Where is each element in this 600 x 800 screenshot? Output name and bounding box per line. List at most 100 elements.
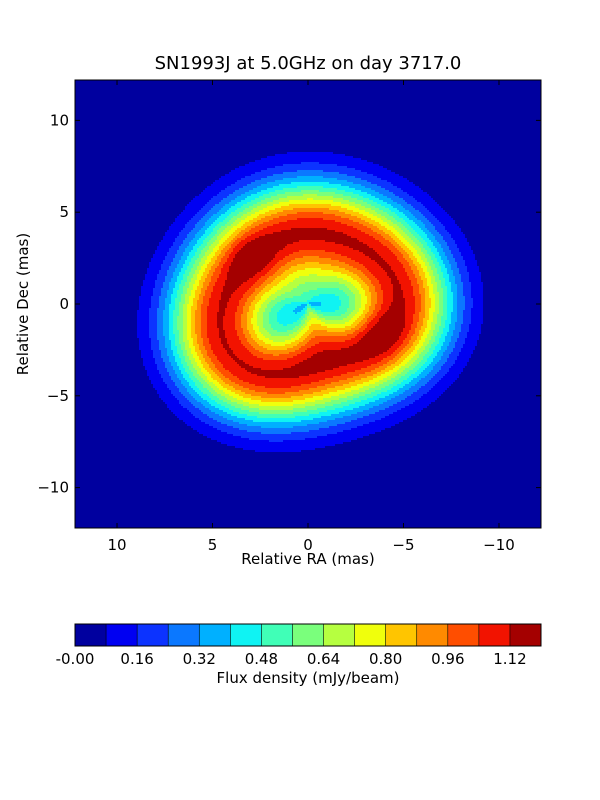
contour-cell <box>345 312 351 314</box>
contour-cell <box>441 270 447 272</box>
contour-cell <box>163 326 169 328</box>
contour-cell <box>377 302 383 304</box>
contour-cell <box>319 412 339 414</box>
contour-cell <box>223 286 239 288</box>
contour-cell <box>207 274 213 276</box>
contour-cell <box>293 328 299 330</box>
contour-cell <box>403 386 411 388</box>
contour-cell <box>247 316 253 318</box>
contour-cell <box>197 242 203 244</box>
contour-cell <box>221 372 231 374</box>
contour-cell <box>401 228 407 230</box>
contour-cell <box>391 302 405 304</box>
contour-cell <box>189 254 195 256</box>
contour-cell <box>217 428 239 430</box>
contour-cell <box>209 364 215 366</box>
contour-cell <box>199 374 205 376</box>
contour-cell <box>435 298 439 300</box>
contour-cell <box>319 262 345 264</box>
contour-cell <box>423 332 429 334</box>
contour-cell <box>411 336 417 338</box>
contour-cell <box>437 320 441 322</box>
contour-cell <box>299 318 303 320</box>
contour-cell <box>397 224 403 226</box>
contour-cell <box>295 278 343 280</box>
contour-cell <box>199 294 205 296</box>
contour-cell <box>415 300 421 302</box>
contour-cell <box>445 254 453 256</box>
contour-cell <box>221 422 239 424</box>
contour-cell <box>219 240 225 242</box>
contour-cell <box>249 296 255 298</box>
contour-cell <box>371 364 383 366</box>
contour-cell <box>229 256 235 258</box>
contour-cell <box>359 308 365 310</box>
contour-cell <box>263 302 269 304</box>
contour-cell <box>159 372 169 374</box>
contour-cell <box>371 204 381 206</box>
contour-cell <box>205 294 211 296</box>
contour-cell <box>457 338 465 340</box>
contour-cell <box>341 304 349 306</box>
contour-cell <box>213 242 219 244</box>
contour-cell <box>285 292 303 294</box>
contour-cell <box>183 354 187 356</box>
contour-cell <box>411 258 417 260</box>
contour-cell <box>391 250 399 252</box>
contour-cell <box>251 352 263 354</box>
contour-cell <box>179 388 187 390</box>
contour-cell <box>271 268 279 270</box>
contour-cell <box>443 250 451 252</box>
contour-cell <box>377 262 387 264</box>
contour-cell <box>297 176 323 178</box>
contour-cell <box>455 258 463 260</box>
contour-cell <box>231 246 235 248</box>
contour-cell <box>419 290 425 292</box>
contour-cell <box>421 328 425 330</box>
contour-cell <box>277 284 287 286</box>
contour-cell <box>197 378 203 380</box>
contour-cell <box>185 300 189 302</box>
contour-cell <box>361 296 367 298</box>
contour-cell <box>157 332 163 334</box>
contour-cell <box>233 226 241 228</box>
contour-cell <box>349 296 355 298</box>
contour-cell <box>357 334 365 336</box>
contour-cell <box>215 366 223 368</box>
contour-cell <box>447 300 453 302</box>
contour-cell <box>173 274 179 276</box>
contour-cell <box>193 366 199 368</box>
contour-cell <box>355 296 361 298</box>
contour-cell <box>437 354 443 356</box>
contour-cell <box>293 296 313 298</box>
contour-cell <box>425 308 429 310</box>
contour-cell <box>449 246 457 248</box>
contour-cell <box>443 238 453 240</box>
contour-cell <box>417 358 423 360</box>
contour-cell <box>265 274 273 276</box>
contour-cell <box>403 296 415 298</box>
contour-cell <box>321 390 337 392</box>
contour-cell <box>203 412 215 414</box>
contour-cell <box>297 306 305 308</box>
contour-cell <box>251 294 257 296</box>
contour-cell <box>141 292 153 294</box>
contour-cell <box>433 350 439 352</box>
contour-cell <box>427 244 433 246</box>
contour-cell <box>431 338 435 340</box>
contour-cell <box>231 262 269 264</box>
contour-cell <box>441 318 447 320</box>
contour-cell <box>429 262 433 264</box>
contour-cell <box>453 294 457 296</box>
contour-cell <box>431 256 435 258</box>
contour-cell <box>197 276 201 278</box>
contour-cell <box>371 218 381 220</box>
contour-cell <box>149 264 161 266</box>
contour-cell <box>379 410 397 412</box>
contour-cell <box>189 286 193 288</box>
contour-cell <box>183 314 187 316</box>
contour-cell <box>181 268 187 270</box>
contour-cell <box>387 202 397 204</box>
contour-cell <box>239 412 259 414</box>
contour-cell <box>191 312 195 314</box>
